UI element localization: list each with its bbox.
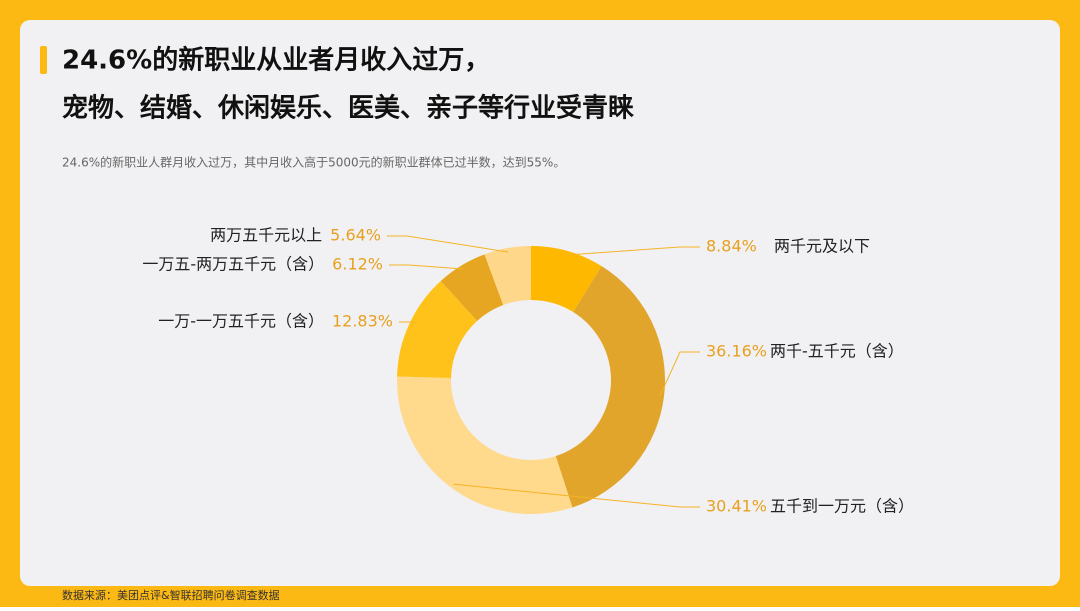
value-label: 6.12% (332, 255, 383, 274)
value-label: 8.84% (706, 237, 757, 256)
category-label: 一万-一万五千元（含） (158, 312, 324, 331)
title-line: 24.6%的新职业从业者月收入过万， (62, 45, 490, 76)
slice (440, 254, 504, 321)
value-label: 12.83% (332, 312, 393, 331)
slice (531, 246, 602, 313)
leader-line (389, 264, 464, 270)
leader-line (399, 321, 414, 326)
category-label: 五千到一万元（含） (770, 497, 914, 516)
leader-line (659, 351, 700, 396)
leader-line (453, 483, 700, 508)
slice (484, 246, 531, 305)
category-label: 两万五千元以上 (210, 226, 322, 245)
slice (397, 376, 573, 514)
source: 数据来源：美团点评&智联招聘问卷调查数据 (62, 588, 280, 602)
slice (555, 266, 665, 508)
subtitle: 24.6%的新职业人群月收入过万，其中月收入高于5000元的新职业群体已过半数，… (62, 155, 565, 170)
leader-line (566, 246, 700, 256)
category-label: 两千-五千元（含） (770, 342, 904, 361)
title-marker (40, 46, 47, 74)
value-label: 36.16% (706, 342, 767, 361)
panel (20, 20, 1060, 586)
slice (397, 280, 478, 378)
leader-line (387, 235, 509, 253)
title-line: 宠物、结婚、休闲娱乐、医美、亲子等行业受青睐 (62, 93, 634, 124)
value-label: 30.41% (706, 497, 767, 516)
category-label: 一万五-两万五千元（含） (142, 255, 324, 274)
value-label: 5.64% (330, 226, 381, 245)
category-label: 两千元及以下 (774, 237, 870, 256)
